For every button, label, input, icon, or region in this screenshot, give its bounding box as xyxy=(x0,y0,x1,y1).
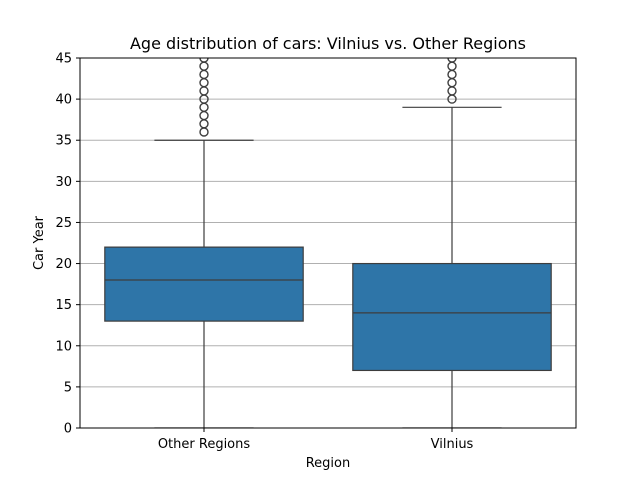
outlier-point xyxy=(199,69,209,80)
outlier-point xyxy=(447,77,457,88)
y-tick-label: 5 xyxy=(64,380,72,395)
outlier-point xyxy=(199,61,209,71)
iqr-box xyxy=(104,246,304,322)
x-tick-label: Vilnius xyxy=(431,437,474,452)
x-tick-label: Other Regions xyxy=(158,437,251,452)
outlier-point xyxy=(447,58,457,63)
outlier-point xyxy=(199,86,209,96)
grid-lines xyxy=(80,57,576,429)
outlier-point xyxy=(199,102,209,113)
iqr-box xyxy=(352,262,552,372)
y-tick-label: 25 xyxy=(55,216,72,231)
y-tick-label: 15 xyxy=(55,298,72,313)
y-tick-label: 45 xyxy=(55,52,72,67)
outlier-point xyxy=(199,110,209,121)
outlier-point xyxy=(447,69,457,80)
y-tick-label: 10 xyxy=(55,339,72,354)
y-tick-label: 40 xyxy=(55,93,72,108)
y-tick-label: 20 xyxy=(55,257,72,272)
outlier-point xyxy=(447,61,457,71)
outlier-point xyxy=(447,86,457,96)
y-tick-label: 30 xyxy=(55,175,72,190)
axes: 0 5 10 15 20 25 30 35 40 45 Other Regions Vilnius xyxy=(55,52,473,453)
x-axis-label: Region xyxy=(306,456,351,471)
outlier-point xyxy=(199,127,209,137)
chart-title: Age distribution of cars: Vilnius vs. Ot… xyxy=(130,34,526,53)
outlier-point xyxy=(199,119,209,129)
y-axis-label: Car Year xyxy=(32,215,47,270)
plot-area xyxy=(104,58,552,428)
outlier-point xyxy=(199,58,209,63)
y-tick-label: 0 xyxy=(64,422,72,437)
y-tick-label: 35 xyxy=(55,134,72,149)
outlier-point xyxy=(199,77,209,88)
plot-frame xyxy=(79,57,577,429)
